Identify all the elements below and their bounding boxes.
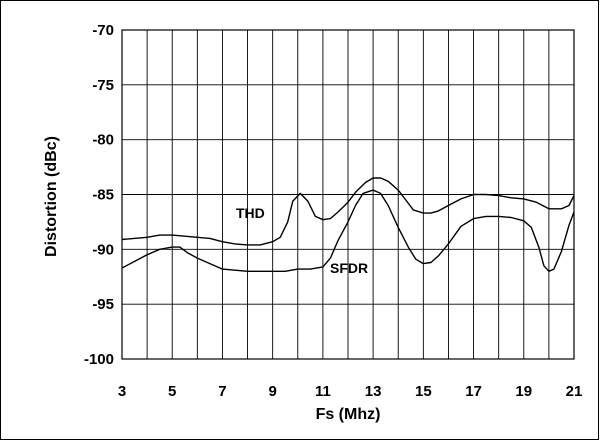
y-tick-label: -85 <box>92 187 114 204</box>
series-label-thd: THD <box>236 205 265 221</box>
y-axis-title: Distortion (dBc) <box>43 136 60 257</box>
x-tick-label: 11 <box>315 383 331 400</box>
x-tick-label: 21 <box>566 383 583 400</box>
grid <box>121 29 575 360</box>
x-tick-label: 9 <box>268 383 276 400</box>
x-tick-label: 15 <box>415 383 432 400</box>
x-tick-label: 19 <box>515 383 532 400</box>
x-tick-label: 7 <box>218 383 226 400</box>
series-label-sfdr: SFDR <box>330 260 368 276</box>
y-tick-labels: -70 -75 -80 -85 -90 -95 -100 <box>84 22 114 368</box>
series-line-thd <box>121 177 575 246</box>
x-tick-labels: 3 5 7 9 11 13 15 17 19 21 <box>118 383 583 400</box>
y-tick-label: -80 <box>92 132 114 149</box>
plot-area <box>121 29 575 360</box>
x-tick-label: 5 <box>168 383 176 400</box>
y-tick-label: -75 <box>92 77 114 94</box>
x-tick-label: 17 <box>465 383 482 400</box>
y-tick-label: -70 <box>92 22 114 39</box>
x-tick-label: 3 <box>118 383 126 400</box>
y-tick-label: -100 <box>84 351 114 368</box>
y-tick-label: -95 <box>92 296 114 313</box>
series-line-sfdr <box>121 189 575 272</box>
x-tick-label: 13 <box>365 383 382 400</box>
series-lines <box>121 177 575 272</box>
y-tick-label: -90 <box>92 241 114 258</box>
x-axis-title: Fs (Mhz) <box>316 406 381 423</box>
